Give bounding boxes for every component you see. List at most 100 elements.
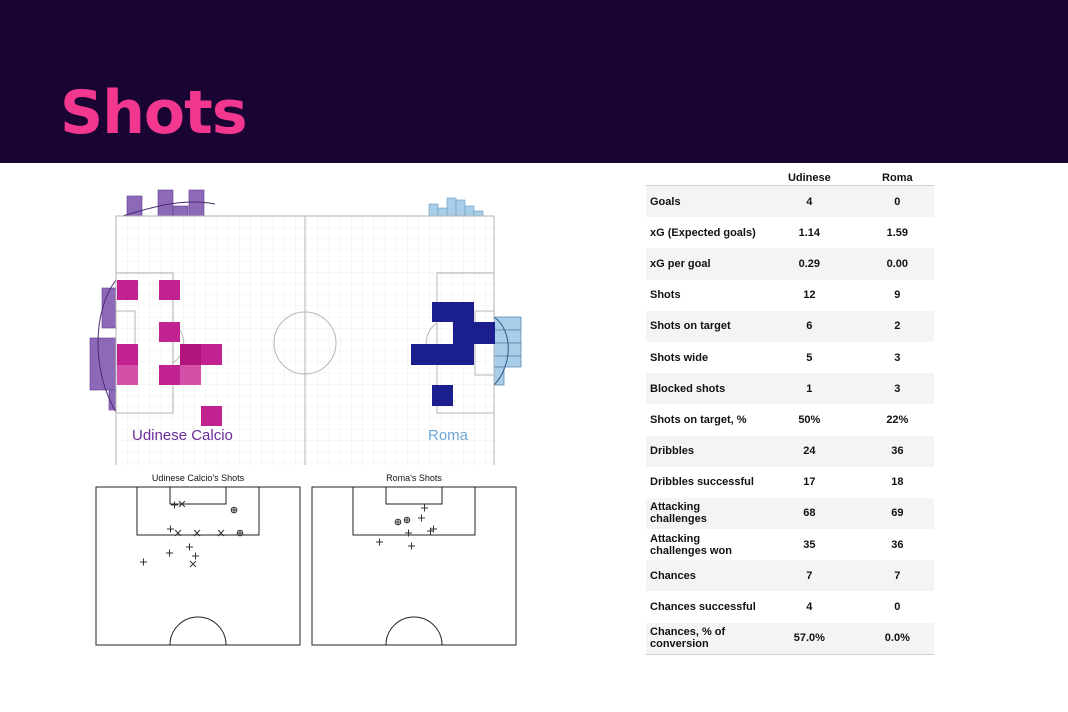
stat-home-value: 1 (758, 373, 861, 405)
stat-away-value: 0 (860, 185, 934, 218)
stat-home-value: 12 (803, 289, 816, 302)
stat-away-value: 18 (891, 476, 904, 489)
away-shot-map: Roma's Shots (311, 473, 517, 646)
away-histogram-side (493, 316, 522, 386)
shot-marker (166, 549, 173, 557)
away-histogram-top (428, 197, 484, 217)
stats-row: Chances, % of conversion 57.0% 0.0% (646, 622, 934, 655)
shot-marker (140, 558, 147, 566)
stats-header-home: Udinese (758, 170, 861, 186)
stat-label: Goals (646, 185, 758, 218)
stats-header-away: Roma (860, 170, 934, 186)
stat-home-value: 57.0% (758, 622, 861, 655)
stats-row: Shots 12 9 (646, 280, 934, 311)
stat-away-value: 0 (894, 601, 901, 614)
shot-marker (237, 530, 243, 536)
stat-away-value: 0.00 (860, 248, 934, 280)
stat-label: Dribbles (646, 435, 758, 467)
shot-marker (192, 552, 199, 560)
stat-away-value: 22% (886, 413, 909, 426)
stats-header-row: Udinese Roma (646, 170, 934, 186)
stat-away-value: 1.59 (886, 226, 909, 239)
stat-home-value: 5 (806, 351, 813, 364)
stat-label: xG per goal (646, 248, 758, 280)
stats-row: Dribbles successful 17 18 (646, 467, 934, 498)
stats-row: Shots on target, % 50% 22% (646, 404, 934, 435)
shot-marker-goal (403, 516, 411, 524)
home-shot-map-title: Udinese Calcio's Shots (152, 473, 245, 483)
stats-row: xG per goal 0.29 0.00 (646, 248, 934, 280)
shot-marker (418, 514, 425, 522)
stat-label: xG (Expected goals) (650, 226, 756, 239)
shot-marker (189, 560, 197, 568)
home-shot-cells (117, 280, 222, 426)
page-header: Shots (0, 0, 1068, 163)
home-shot-map: Udinese Calcio's Shots (95, 473, 301, 646)
stats-row: Dribbles 24 36 (646, 435, 934, 467)
shot-heatmap (89, 189, 522, 465)
stat-away-value: 9 (894, 289, 901, 302)
stat-label: Shots wide (650, 351, 709, 364)
home-team-label: Udinese Calcio (132, 427, 233, 444)
away-shot-markers (376, 504, 437, 550)
stat-label: Shots on target, % (650, 413, 747, 426)
stats-header-label (646, 170, 758, 186)
shot-marker (395, 519, 401, 525)
shot-marker (167, 525, 174, 533)
stat-label: Attacking challenges (646, 497, 758, 530)
shot-marker (421, 504, 428, 512)
stat-home-value: 0.29 (758, 248, 861, 280)
shot-marker (186, 543, 193, 551)
stats-row: xG (Expected goals) 1.14 1.59 (646, 217, 934, 248)
shot-marker (404, 517, 410, 523)
shot-marker (174, 529, 182, 537)
stats-row: Shots wide 5 3 (646, 342, 934, 373)
stat-away-value: 7 (860, 560, 934, 592)
stat-away-value: 3 (894, 351, 901, 364)
stat-away-value: 3 (860, 373, 934, 405)
stat-label: Chances, % of conversion (646, 622, 758, 655)
shot-marker (231, 507, 237, 513)
stat-home-value: 68 (758, 497, 861, 530)
stats-row: Shots on target 6 2 (646, 310, 934, 342)
stats-row: Blocked shots 1 3 (646, 373, 934, 405)
home-histogram-top (122, 189, 216, 217)
stats-row: Attacking challenges won 35 36 (646, 529, 934, 560)
shot-marker (171, 501, 178, 509)
shot-marker (408, 542, 415, 550)
shot-marker-goal (394, 518, 402, 526)
stat-label: Blocked shots (646, 373, 758, 405)
stat-home-value: 24 (758, 435, 861, 467)
stat-away-value: 0.0% (860, 622, 934, 655)
stats-row: Chances 7 7 (646, 560, 934, 592)
shot-marker (217, 529, 225, 537)
page-title: Shots (60, 78, 248, 148)
shot-marker (405, 529, 412, 537)
stat-label: Dribbles successful (650, 476, 754, 489)
away-shot-cells (411, 302, 495, 406)
stats-row: Attacking challenges 68 69 (646, 497, 934, 530)
stat-home-value: 1.14 (798, 226, 821, 239)
home-shot-map-pitch (95, 486, 301, 646)
shot-marker (427, 527, 434, 535)
stat-home-value: 7 (758, 560, 861, 592)
home-shot-markers (140, 500, 244, 568)
stat-away-value: 69 (860, 497, 934, 530)
home-histogram-side (89, 279, 117, 413)
away-shot-map-title: Roma's Shots (386, 473, 442, 483)
stat-away-value: 36 (860, 435, 934, 467)
stat-home-value: 4 (758, 185, 861, 218)
shot-marker-goal (236, 529, 244, 537)
shot-marker (376, 538, 383, 546)
away-shot-map-pitch (311, 486, 517, 646)
stat-label: Shots (650, 289, 681, 302)
stat-label: Shots on target (646, 310, 758, 342)
away-team-label: Roma (428, 427, 469, 444)
stats-row: Chances successful 4 0 (646, 591, 934, 622)
stat-home-value: 35 (803, 538, 816, 551)
stats-table: Udinese Roma Goals 4 0 xG (Expected goals)… (646, 170, 934, 655)
stat-home-value: 17 (803, 476, 816, 489)
stat-home-value: 50% (798, 413, 821, 426)
stat-label: Attacking challenges won (650, 532, 732, 557)
stat-home-value: 4 (806, 601, 813, 614)
